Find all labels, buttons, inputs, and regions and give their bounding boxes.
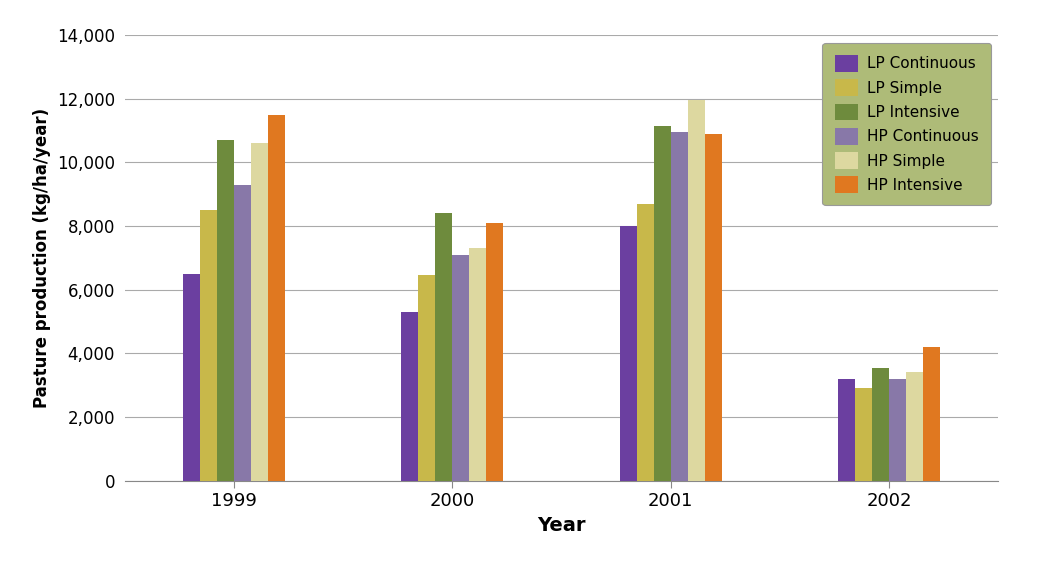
Bar [217, 140, 234, 481]
Legend: LP Continuous, LP Simple, LP Intensive, HP Continuous, HP Simple, HP Intensive: LP Continuous, LP Simple, LP Intensive, … [823, 43, 991, 205]
Bar [855, 389, 873, 481]
Bar [436, 213, 452, 481]
Bar [620, 226, 636, 481]
Y-axis label: Pasture production (kg/ha/year): Pasture production (kg/ha/year) [33, 108, 51, 408]
Bar [268, 115, 285, 481]
Bar [838, 379, 855, 481]
Bar [418, 275, 436, 481]
Bar [873, 367, 889, 481]
Bar [671, 132, 687, 481]
Bar [452, 255, 469, 481]
Bar [906, 372, 924, 481]
X-axis label: Year: Year [538, 516, 586, 535]
Bar [705, 134, 722, 481]
Bar [183, 274, 200, 481]
Bar [234, 185, 251, 481]
Bar [200, 210, 217, 481]
Bar [469, 248, 487, 481]
Bar [487, 223, 503, 481]
Bar [654, 126, 671, 481]
Bar [251, 144, 268, 481]
Bar [636, 204, 654, 481]
Bar [687, 100, 705, 481]
Bar [889, 379, 906, 481]
Bar [401, 312, 418, 481]
Bar [924, 347, 940, 481]
